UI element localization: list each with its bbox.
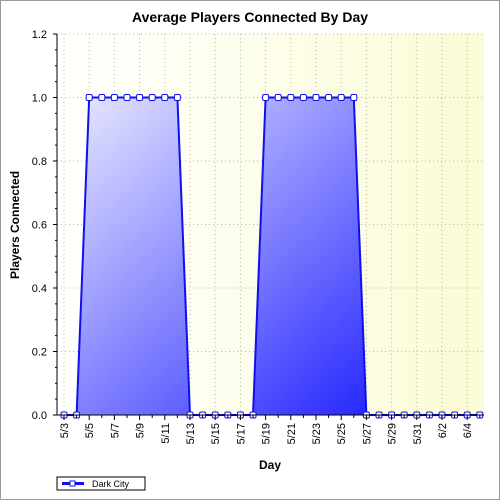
data-point-marker bbox=[274, 94, 282, 101]
x-tick-label: 5/17 bbox=[235, 423, 247, 444]
data-point-marker bbox=[325, 94, 333, 101]
x-tick-label: 5/23 bbox=[311, 423, 323, 444]
x-axis-label: Day bbox=[259, 458, 281, 472]
x-tick-label: 6/2 bbox=[437, 423, 449, 438]
data-point-marker bbox=[161, 94, 169, 101]
x-tick-label: 6/4 bbox=[462, 423, 474, 438]
y-tick-label: 1.2 bbox=[32, 29, 47, 41]
y-tick-label: 0.4 bbox=[32, 283, 47, 295]
legend-marker-swatch bbox=[69, 480, 76, 487]
data-point-marker bbox=[110, 94, 118, 101]
x-tick-label: 5/31 bbox=[412, 423, 424, 444]
legend-box bbox=[56, 476, 146, 491]
x-tick-label: 5/5 bbox=[84, 423, 96, 438]
y-tick-label: 0.0 bbox=[32, 410, 47, 422]
x-tick-label: 5/19 bbox=[261, 423, 273, 444]
chart-title: Average Players Connected By Day bbox=[132, 9, 368, 25]
x-tick-label: 5/15 bbox=[210, 423, 222, 444]
data-point-marker bbox=[85, 94, 93, 101]
x-tick-label: 5/7 bbox=[109, 423, 121, 438]
x-tick-label: 5/9 bbox=[135, 423, 147, 438]
y-axis-ticks: 0.0 0.2 0.4 0.6 0.8 1.0 1.2 bbox=[32, 29, 47, 422]
legend-label: Dark City bbox=[92, 479, 130, 489]
data-point-marker bbox=[136, 94, 144, 101]
y-tick-label: 0.2 bbox=[32, 347, 47, 359]
y-tick-label: 0.8 bbox=[32, 156, 47, 168]
data-point-marker bbox=[173, 94, 181, 101]
legend: Dark City bbox=[56, 476, 146, 491]
data-point-marker bbox=[350, 94, 358, 101]
y-tick-label: 0.6 bbox=[32, 220, 47, 232]
x-tick-label: 5/13 bbox=[185, 423, 197, 444]
data-point-marker bbox=[123, 94, 131, 101]
data-point-marker bbox=[98, 94, 106, 101]
axes bbox=[53, 33, 484, 420]
data-point-marker bbox=[287, 94, 295, 101]
x-tick-label: 5/27 bbox=[361, 423, 373, 444]
data-point-marker bbox=[262, 94, 270, 101]
data-point-marker bbox=[148, 94, 156, 101]
data-point-marker bbox=[299, 94, 307, 101]
x-tick-label: 5/29 bbox=[387, 423, 399, 444]
data-point-marker bbox=[312, 94, 320, 101]
x-tick-label: 5/25 bbox=[336, 423, 348, 444]
x-tick-label: 5/21 bbox=[286, 423, 298, 444]
x-tick-label: 5/3 bbox=[59, 423, 71, 438]
area-fill bbox=[64, 97, 480, 415]
x-axis-ticks: 5/3 5/5 5/7 5/9 5/11 5/13 5/15 5/17 5/19 5/21 5/23… bbox=[59, 423, 474, 444]
data-point-marker bbox=[337, 94, 345, 101]
y-axis-label: Players Connected bbox=[8, 171, 22, 279]
x-tick-label: 5/11 bbox=[160, 423, 172, 444]
y-tick-label: 1.0 bbox=[32, 93, 47, 105]
